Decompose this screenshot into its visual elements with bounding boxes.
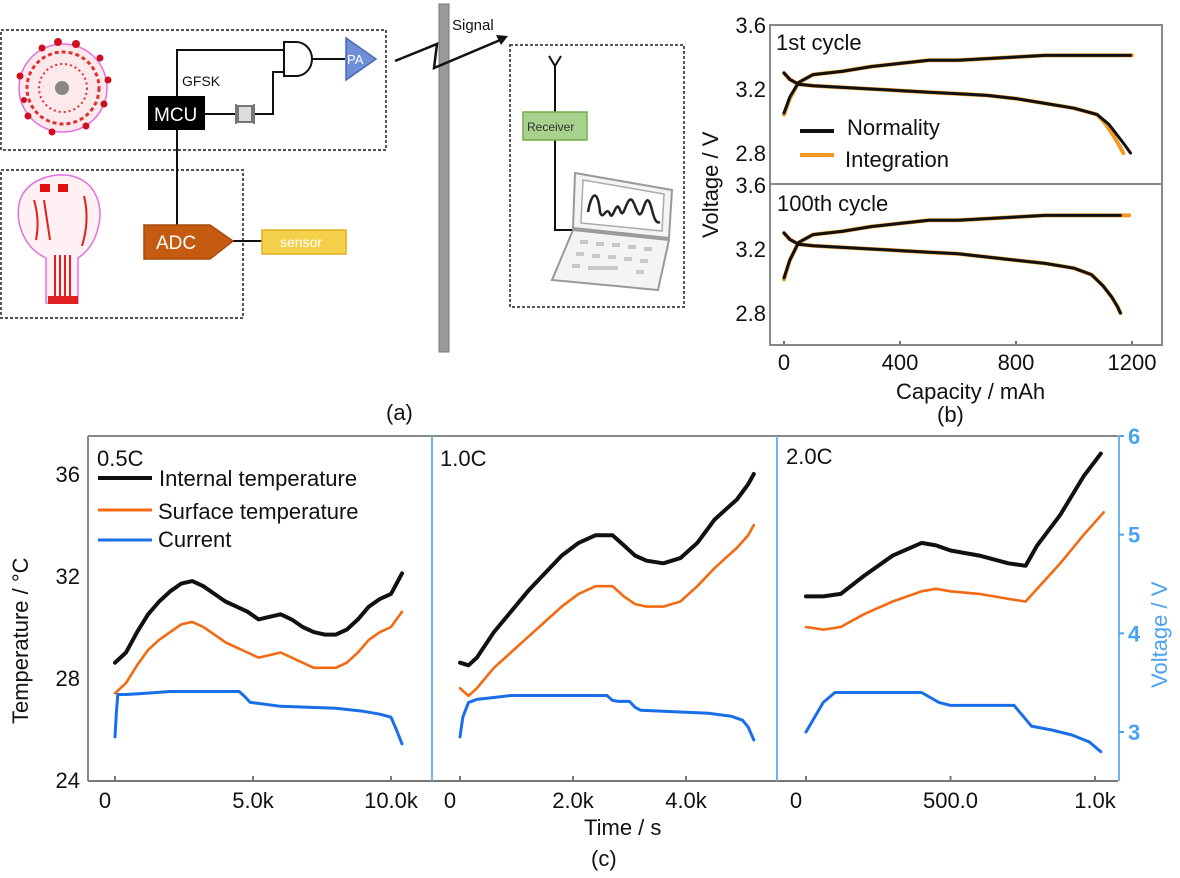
panel-c-line-internal-temperature-2.0c [804,451,1103,599]
panel-c-ytick-1: 28 [56,666,80,691]
panel-b-line-integration-charge-1st [782,53,1134,117]
panel-c-xtick-1-0: 0 [444,788,456,813]
panel-b-x-axis-title: Capacity / mAh [896,379,1045,404]
mcu-block: MCU [148,96,205,130]
panel-b-ytick-0-2: 2.8 [735,141,766,166]
laptop-icon [550,171,674,292]
panel-b-line-normality-discharge-1st [782,71,1132,155]
antenna-icon [548,55,572,231]
panel-b-lines [782,53,1134,315]
panel-c-xtick-2-1: 500.0 [923,788,978,813]
crystal-icon [235,104,255,124]
panel-c-y2tick-2: 5 [1128,523,1140,548]
panel-c-line-current-1.0c [458,694,756,742]
circular-pcb-image [16,38,112,136]
panel-c-ytick-0: 24 [56,768,80,793]
panel-b-legend: Normality Integration [800,115,949,172]
panel-c-y-axis-title: Temperature / °C [8,557,33,724]
panel-c-x-axis-title: Time / s [584,815,661,840]
panel-c-ticks: 24 28 32 36 3 4 5 6 0 5.0k 10.0k 0 2.0k 4.0k 0 500.0 1.0… [56,424,1141,813]
panel-c-line-current-0.5c [113,690,404,746]
panel-c-xtick-1-2: 4.0k [665,788,708,813]
wires [176,49,345,242]
legend-label-internal: Internal temperature [159,466,357,491]
panel-b-y-axis-title: Voltage / V [698,131,723,238]
panel-c-xtick-0-2: 10.0k [364,788,419,813]
caption-a: (a) [386,400,413,425]
panel-c-lines [113,451,1105,754]
receiver-label: Receiver [527,120,574,134]
panel-c-xtick-2-2: 1.0k [1074,788,1117,813]
panel-c-line-surface-temperature-0.5c [113,610,404,695]
signal-arrow: Signal [394,17,508,70]
panel-c: 24 28 32 36 3 4 5 6 0 5.0k 10.0k 0 2.0k 4.0k 0 500.0 1.0… [8,424,1172,871]
panel-c-y2-axis-title: Voltage / V [1147,581,1172,688]
panel-b-ytick-1-1: 3.2 [735,237,766,262]
panel-b-ytick-0-0: 3.6 [735,13,766,38]
panel-c-line-internal-temperature-1.0c [458,472,756,668]
subplot-title-1st-cycle: 1st cycle [776,30,862,55]
barrier-wall [438,3,450,353]
subplot-title-0.5c: 0.5C [97,446,144,471]
receiver-box [509,44,685,308]
panel-c-y2tick-3: 6 [1128,424,1140,449]
receiver-block: Receiver [522,111,588,141]
flex-pcb-image [17,174,101,304]
panel-b-xtick-0: 0 [778,350,790,375]
adc-label: ADC [156,233,196,254]
panel-b-line-integration-discharge-1st [782,71,1126,155]
subplot-title-1.0c: 1.0C [440,446,487,471]
signal-label: Signal [452,17,494,34]
panel-b-xtick-3: 1200 [1108,350,1157,375]
mcu-label: MCU [154,105,197,126]
transmitter-box [0,29,387,151]
sensor-label: sensor [280,234,322,250]
caption-b: (b) [937,402,964,427]
panel-b-line-integration-discharge-100th [782,231,1123,315]
subplot-title-100th-cycle: 100th cycle [777,191,888,216]
panel-c-legend: Internal temperature Surface temperature… [98,466,359,552]
panel-b-ytick-1-2: 2.8 [735,301,766,326]
sensor-box [0,169,244,319]
panel-c-line-current-2.0c [804,691,1103,754]
panel-c-ytick-2: 32 [56,564,80,589]
sensor-block: sensor [261,229,347,255]
panel-c-xtick-0-0: 0 [99,788,111,813]
panel-c-ytick-3: 36 [56,462,80,487]
legend-label-normality: Normality [847,115,940,140]
panel-b: 3.63.22.83.63.22.80 400 800 1200 1st cycle … [698,13,1163,427]
subplot-title-2.0c: 2.0C [786,444,833,469]
panel-c-xtick-1-1: 2.0k [552,788,595,813]
panel-c-y2tick-1: 4 [1128,621,1141,646]
panel-c-xtick-2-0: 0 [790,788,802,813]
panel-c-line-surface-temperature-1.0c [458,523,756,698]
pa-label: PA [347,52,364,67]
panel-b-xtick-2: 800 [998,350,1035,375]
adc-block: ADC [143,224,235,260]
panel-b-ticks: 3.6 3.2 2.8 3.6 3.2 2.8 0 400 800 1200 [735,13,1156,375]
and-gate-icon [283,41,313,77]
panel-c-xtick-0-1: 5.0k [232,788,275,813]
panel-b-xtick-1: 400 [882,350,919,375]
legend-label-integration: Integration [845,147,949,172]
legend-label-current: Current [158,527,231,552]
panel-b-line-normality-charge-100th [782,213,1122,280]
gfsk-label: GFSK [182,73,221,89]
panel-b-line-normality-discharge-100th [782,231,1122,315]
caption-c: (c) [591,846,617,871]
panel-a: PA GFSK MCU ADC sensor Signal [0,3,685,425]
panel-c-line-surface-temperature-2.0c [804,510,1105,631]
panel-c-y2tick-0: 3 [1128,720,1140,745]
panel-b-line-normality-charge-1st [782,53,1132,115]
panel-b-ytick-0-1: 3.2 [735,77,766,102]
legend-label-surface: Surface temperature [158,499,359,524]
panel-c-line-internal-temperature-0.5c [113,571,404,665]
panel-b-ytick-1-0: 3.6 [735,173,766,198]
pa-amplifier: PA [345,36,378,82]
